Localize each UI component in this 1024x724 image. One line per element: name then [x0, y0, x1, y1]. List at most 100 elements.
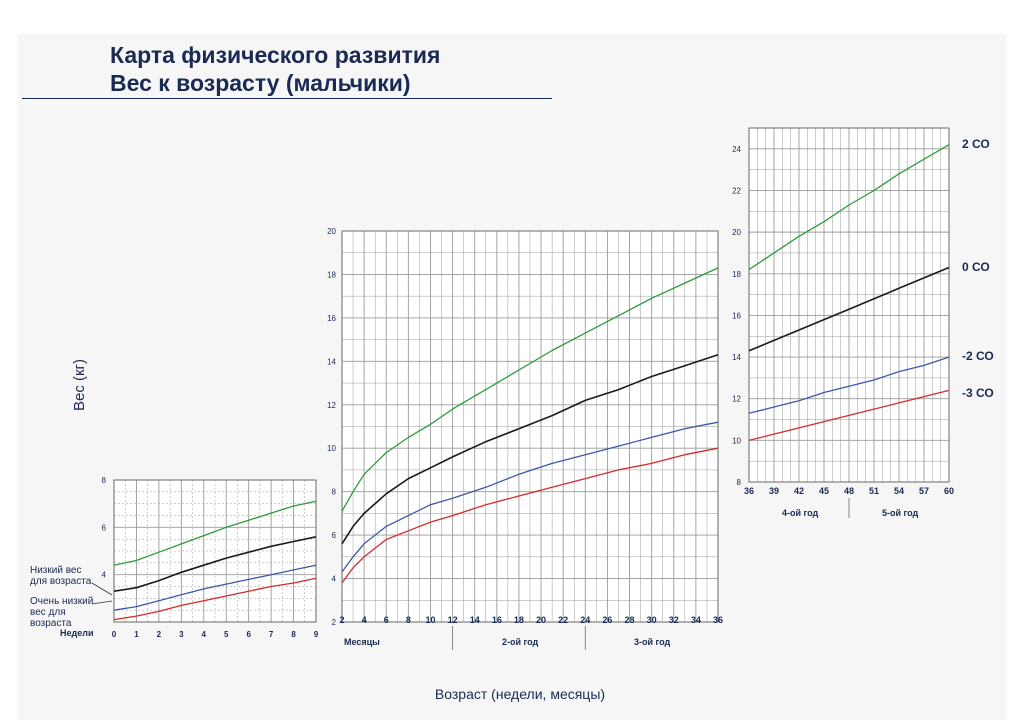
x-tick-label: 1	[134, 630, 139, 639]
series-line-sd-minus3	[341, 447, 719, 584]
y-tick-label: 8	[102, 476, 107, 485]
note-very-low-weight-line-1: Очень низкий	[30, 596, 94, 607]
panel-years: 8 10 12 14 16 18 20 22 24 36 39 42 45 48 51 54 57 60	[732, 127, 954, 496]
title-line-2: Вес к возрасту (мальчики)	[110, 70, 411, 96]
sd-label-0: 0 СО	[962, 260, 990, 274]
x-tick-label: 6	[246, 630, 251, 639]
panel-weeks: 4 6 8 0 1 2 3 4 5 6 7 8 9	[102, 476, 319, 639]
x-tick-label: 54	[894, 486, 904, 496]
x-tick-label: 9	[314, 630, 319, 639]
note-low-weight: Низкий вес для возраста	[30, 565, 91, 587]
caption-year-5: 5-ой год	[882, 508, 919, 518]
note-low-weight-line-1: Низкий вес	[30, 565, 82, 576]
y-tick-label: 14	[327, 357, 336, 366]
caption-year-2: 2-ой год	[502, 637, 539, 647]
x-tick-label: 4	[362, 615, 367, 625]
x-tick-label: 36	[744, 486, 754, 496]
x-tick-label: 32	[669, 615, 679, 625]
y-tick-label: 12	[732, 395, 741, 404]
x-tick-label: 3	[179, 630, 184, 639]
series-line-sd-minus2	[113, 564, 317, 611]
series-line-sd-plus2	[341, 267, 719, 512]
x-tick-label: 42	[794, 486, 804, 496]
series-line-sd-minus2	[341, 421, 719, 573]
x-tick-label: 20	[536, 615, 546, 625]
plot-frame	[341, 230, 719, 623]
y-tick-label: 22	[732, 186, 741, 195]
series-line-sd-0	[341, 354, 719, 545]
x-tick-label: 51	[869, 486, 879, 496]
y-tick-label: 6	[332, 531, 337, 540]
x-tick-label: 26	[602, 615, 612, 625]
x-tick-label: 10	[425, 615, 435, 625]
x-tick-label: 0	[112, 630, 117, 639]
x-tick-label: 14	[470, 615, 480, 625]
y-tick-label: 4	[102, 571, 107, 580]
note-very-low-weight-line-3: возраста	[30, 618, 72, 629]
x-tick-label: 12	[448, 615, 458, 625]
x-tick-label: 28	[625, 615, 635, 625]
series-line-sd-minus2	[748, 356, 950, 414]
y-tick-label: 20	[327, 227, 336, 236]
y-tick-label: 20	[732, 228, 741, 237]
x-tick-label: 30	[647, 615, 657, 625]
series-line-sd-minus3	[113, 577, 317, 621]
caption-year-4: 4-ой год	[782, 508, 819, 518]
y-tick-label: 12	[327, 401, 336, 410]
series-line-sd-plus2	[748, 144, 950, 271]
x-tick-label: 4	[202, 630, 207, 639]
series-line-sd-0	[113, 536, 317, 592]
series-line-sd-plus2	[113, 500, 317, 566]
x-tick-label: 34	[691, 615, 701, 625]
plot-frame	[748, 127, 950, 483]
pointer-arrow-low-weight	[91, 582, 113, 596]
title-underline	[22, 98, 552, 99]
x-tick-label: 18	[514, 615, 524, 625]
note-very-low-weight: Очень низкий вес для возраста	[30, 596, 93, 629]
x-tick-label: 60	[944, 486, 954, 496]
y-tick-label: 18	[327, 270, 336, 279]
y-tick-label: 18	[732, 270, 741, 279]
x-tick-label: 2	[339, 615, 344, 625]
x-tick-label: 16	[492, 615, 502, 625]
note-very-low-weight-line-2: вес для	[30, 607, 66, 618]
y-tick-label: 16	[327, 314, 336, 323]
x-tick-label: 39	[769, 486, 779, 496]
x-tick-label: 22	[558, 615, 568, 625]
sd-label-minus3: -3 СО	[962, 386, 994, 400]
x-tick-label: 2	[157, 630, 162, 639]
y-tick-label: 6	[102, 523, 107, 532]
y-tick-label: 10	[732, 436, 741, 445]
pointer-arrow-very-low-weight	[91, 600, 113, 605]
x-tick-label: 6	[384, 615, 389, 625]
y-tick-label: 2	[332, 618, 337, 627]
caption-year-3: 3-ой год	[634, 637, 671, 647]
caption-weeks: Недели	[60, 628, 94, 638]
x-tick-label: 5	[224, 630, 229, 639]
x-tick-label: 48	[844, 486, 854, 496]
x-axis-label: Возраст (недели, месяцы)	[434, 686, 606, 702]
x-tick-label: 45	[819, 486, 829, 496]
caption-months: Месяцы	[344, 637, 380, 647]
y-tick-label: 4	[332, 575, 337, 584]
y-tick-label: 24	[732, 145, 741, 154]
title-line-1: Карта физического развития	[110, 42, 441, 68]
x-tick-label: 57	[919, 486, 929, 496]
x-tick-label: 8	[291, 630, 296, 639]
sd-label-minus2: -2 СО	[962, 349, 994, 363]
y-tick-label: 16	[732, 311, 741, 320]
sd-label-plus2: 2 СО	[962, 137, 990, 151]
y-axis-label: Вес (кг)	[71, 358, 88, 412]
y-tick-label: 10	[327, 444, 336, 453]
x-tick-label: 8	[406, 615, 411, 625]
series-line-sd-0	[748, 266, 950, 352]
x-tick-label: 36	[713, 615, 723, 625]
y-tick-label: 14	[732, 353, 741, 362]
x-tick-label: 24	[580, 615, 590, 625]
series-line-sd-minus3	[748, 389, 950, 442]
plot-frame	[113, 479, 317, 623]
note-low-weight-line-2: для возраста	[30, 576, 92, 587]
